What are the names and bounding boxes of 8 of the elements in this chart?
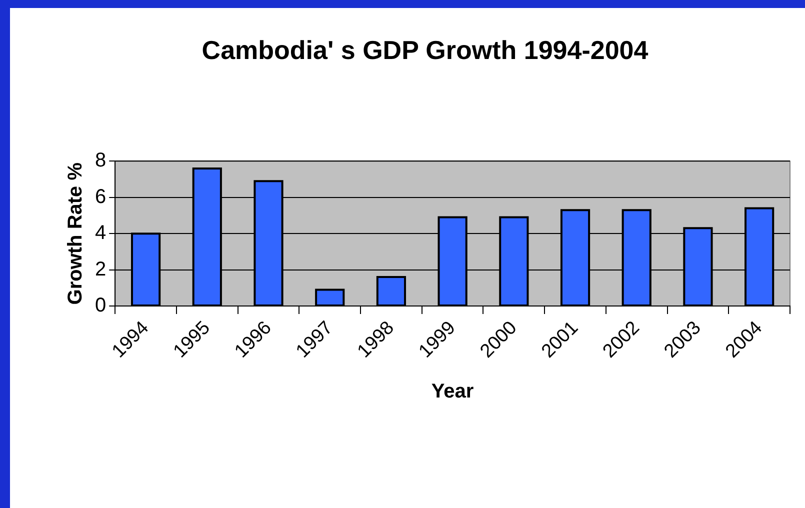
y-tick-label: 2 — [95, 258, 106, 280]
y-tick-label: 0 — [95, 294, 106, 317]
y-tick-label: 4 — [95, 222, 106, 244]
chart-title: Cambodia' s GDP Growth 1994-2004 — [202, 34, 649, 65]
x-axis-title: Year — [431, 380, 474, 403]
y-axis-title: Growth Rate % — [64, 162, 87, 305]
y-tick-label: 6 — [95, 186, 106, 208]
y-tick-label: 8 — [95, 150, 106, 172]
